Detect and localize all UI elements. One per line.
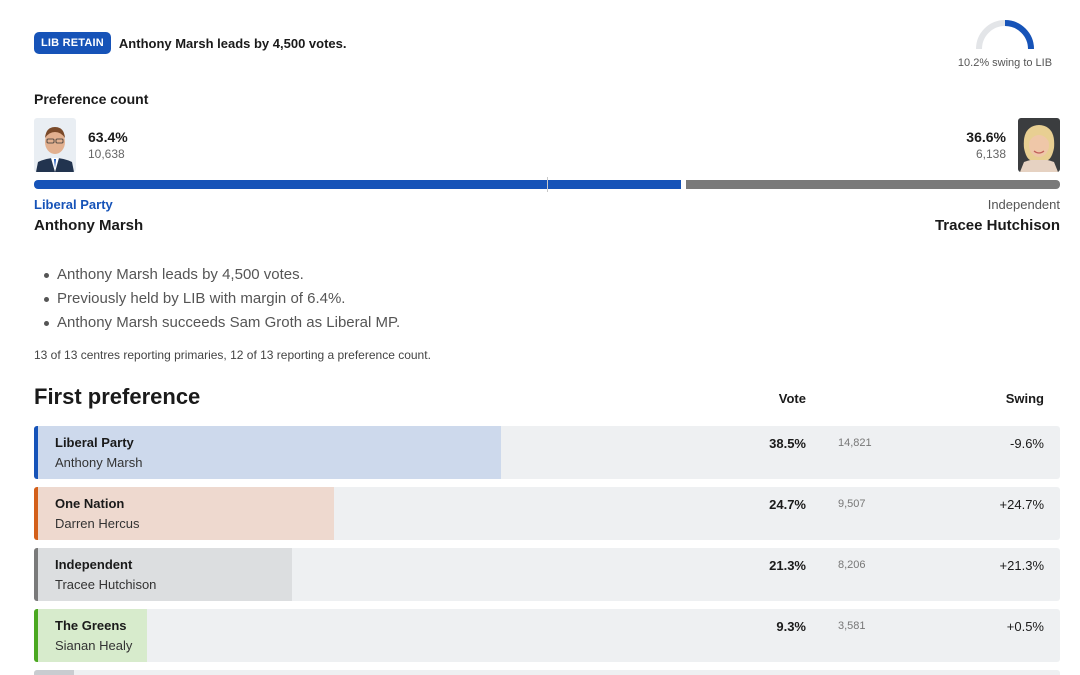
swing-gauge: 10.2% swing to LIB [950,18,1060,69]
row-candidate: Sianan Healy [55,638,133,653]
row-party: Liberal Party [55,435,134,450]
row-share-bar [34,426,501,479]
preference-left-party: Liberal Party [34,197,113,212]
column-header-swing: Swing [1005,391,1044,406]
column-header-vote: Vote [778,391,806,406]
row-party: One Nation [55,496,125,511]
result-header: LIB RETAIN Anthony Marsh leads by 4,500 … [34,32,346,54]
row-swing: +24.7% [999,497,1044,512]
preference-right-pct: 36.6% [966,129,1006,145]
preference-right-votes: 6,138 [975,147,1006,161]
reporting-status: 13 of 13 centres reporting primaries, 12… [34,348,431,362]
row-party-color [34,609,38,662]
row-party-color [34,670,74,675]
row-vote-pct: 9.3% [776,619,806,634]
candidate-left: 63.4% 10,638 [34,118,128,172]
candidate-photo-hutchison [1018,118,1060,172]
row-candidate: Tracee Hutchison [55,577,157,592]
row-swing: -9.6% [1010,436,1044,451]
row-swing: +0.5% [1006,619,1044,634]
result-headline: Anthony Marsh leads by 4,500 votes. [118,35,347,51]
row-party-color [34,426,38,479]
preference-bar-independent [686,180,1060,189]
swing-gauge-arc [976,20,1034,50]
swing-label: 10.2% swing to LIB [957,57,1053,69]
first-preference-title: First preference [34,384,201,409]
summary-bullet: Anthony Marsh succeeds Sam Groth as Libe… [44,311,400,335]
row-candidate: Anthony Marsh [55,455,143,470]
table-row[interactable]: Independent Tracee Hutchison 21.3% 8,206… [34,548,1060,601]
result-badge: LIB RETAIN [34,32,111,54]
row-vote-count: 14,821 [838,437,872,449]
row-vote-count: 9,507 [838,498,866,510]
candidate-right: 36.6% 6,138 [966,118,1060,172]
preference-left-pct: 63.4% [88,129,128,145]
preference-right-party: Independent [987,197,1060,212]
summary-bullet: Previously held by LIB with margin of 6.… [44,287,400,311]
row-vote-pct: 24.7% [769,497,806,512]
summary-bullet: Anthony Marsh leads by 4,500 votes. [44,263,400,287]
row-party-color [34,487,38,540]
row-vote-count: 3,581 [838,620,866,632]
row-vote-count: 8,206 [838,559,866,571]
table-row[interactable]: Liberal Party Anthony Marsh 38.5% 14,821… [34,426,1060,479]
row-swing: +21.3% [999,558,1044,573]
row-share-bar [34,609,147,662]
first-preference-table: Liberal Party Anthony Marsh 38.5% 14,821… [34,426,1060,675]
row-vote-pct: 21.3% [769,558,806,573]
row-share-bar [34,487,334,540]
row-party-color [34,548,38,601]
candidate-photo-marsh [34,118,76,172]
preference-bar-midline [547,177,548,192]
table-row-partial [34,670,1060,675]
preference-left-name: Anthony Marsh [34,217,144,234]
preference-count-title: Preference count [34,91,149,107]
summary-bullets: Anthony Marsh leads by 4,500 votes. Prev… [44,263,400,335]
table-row[interactable]: The Greens Sianan Healy 9.3% 3,581 +0.5% [34,609,1060,662]
preference-bar-liberal [34,180,681,189]
row-party: Independent [55,557,133,572]
preference-bar [34,177,1060,192]
row-vote-pct: 38.5% [769,436,806,451]
preference-left-votes: 10,638 [88,147,125,161]
table-row[interactable]: One Nation Darren Hercus 24.7% 9,507 +24… [34,487,1060,540]
row-share-bar [34,548,292,601]
row-party: The Greens [55,618,127,633]
row-candidate: Darren Hercus [55,516,140,531]
preference-right-name: Tracee Hutchison [934,217,1060,234]
